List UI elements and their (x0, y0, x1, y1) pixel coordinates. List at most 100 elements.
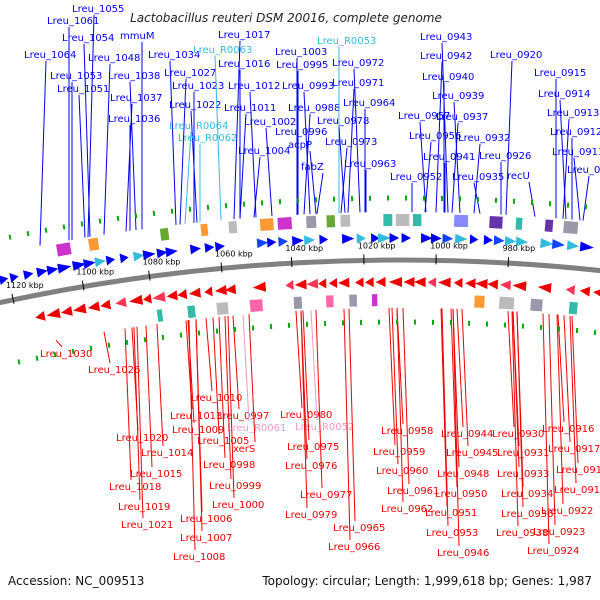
gene-label: Lreu_1038 (108, 71, 160, 82)
feature-box (494, 197, 498, 203)
label-leader-line (435, 61, 443, 213)
feature-box (359, 319, 363, 325)
feature-layer (0, 195, 600, 365)
label-leader-line (129, 81, 137, 230)
feature-box (125, 339, 129, 346)
forward-gene-arrow (341, 233, 355, 244)
reverse-gene-arrow (500, 280, 511, 291)
gene-label: Lreu_0924 (527, 546, 579, 557)
reverse-gene-arrow (403, 277, 415, 288)
scale-tick-label: 1080 kbp (143, 258, 181, 267)
feature-box (395, 319, 399, 325)
feature-box (489, 216, 503, 229)
reverse-gene-arrow (593, 289, 600, 297)
gene-label: Lreu_0977 (300, 490, 352, 501)
reverse-gene-arrow (338, 277, 350, 288)
feature-box (216, 301, 229, 315)
reverse-gene-arrow (579, 286, 591, 297)
label-leader-line (218, 316, 226, 459)
label-leader-line (248, 314, 256, 443)
label-leader-line (582, 175, 590, 221)
gene-label: Lreu_1030 (40, 349, 92, 360)
feature-box (228, 220, 238, 234)
forward-gene-arrow (401, 232, 411, 243)
gene-label: Lreu_0934 (501, 489, 553, 500)
gene-label: Lreu_0941 (423, 152, 475, 163)
gene-label: Lreu_1048 (88, 53, 140, 64)
feature-box (557, 326, 561, 332)
label-leader-line (253, 156, 261, 218)
feature-box (305, 321, 309, 327)
label-leader-line (441, 42, 449, 213)
forward-gene-arrow (442, 233, 454, 244)
feature-box (332, 196, 336, 202)
reverse-gene-arrow (294, 279, 307, 290)
forward-gene-arrow (389, 233, 400, 244)
label-leader-line (227, 315, 235, 499)
label-leader-line (190, 110, 198, 223)
gene-label: Lreu_R0061 (227, 423, 286, 434)
reverse-gene-arrow (72, 303, 87, 314)
feature-box (159, 227, 170, 241)
gene-label: Lreu_0998 (203, 460, 255, 471)
feature-box (143, 337, 147, 343)
forward-gene-arrow (82, 259, 96, 270)
gene-label: Lreu_0966 (328, 542, 380, 553)
label-leader-line (424, 141, 432, 213)
gene-label: xerS (233, 444, 255, 455)
feature-box (44, 227, 48, 233)
reverse-gene-arrow (388, 276, 403, 287)
gene-label: Lreu_0964 (343, 98, 395, 109)
label-leader-line (512, 311, 520, 468)
label-leader-line (450, 308, 458, 488)
feature-box (287, 322, 291, 328)
feature-box (260, 200, 264, 206)
label-leader-line (103, 331, 111, 364)
label-leader-line (569, 315, 577, 484)
reverse-gene-arrow (487, 279, 499, 290)
gene-label: Lreu_0956 (409, 131, 461, 142)
feature-box (566, 202, 570, 208)
gene-label: Lreu_0919 (554, 485, 600, 496)
label-leader-line (542, 313, 550, 545)
gene-label: Lreu_0939 (432, 91, 484, 102)
label-leader-line (184, 131, 192, 224)
feature-box (404, 195, 408, 201)
gene-label: Lreu_0915 (534, 68, 586, 79)
gene-label: Lreu_0943 (420, 32, 472, 43)
label-leader-line (505, 60, 513, 215)
gene-label: Lreu_1012 (228, 81, 280, 92)
gene-label: Lreu_0953 (426, 528, 478, 539)
reverse-gene-arrow (129, 294, 144, 305)
feature-box (80, 221, 84, 227)
forward-gene-arrow (515, 236, 529, 247)
gene-label: Lreu_0976 (285, 461, 337, 472)
gene-label: Lreu_0988 (288, 103, 340, 114)
feature-box (188, 206, 192, 212)
feature-box (156, 309, 164, 322)
feature-box (563, 220, 579, 235)
gene-label: Lreu_0933 (497, 469, 549, 480)
gene-label: Lreu_0948 (437, 469, 489, 480)
gene-label: Lreu_0961 (387, 486, 439, 497)
gene-label: Lreu_0959 (373, 447, 425, 458)
gene-label: Lreu_0996 (275, 127, 327, 138)
gene-label: Lreu_0952 (390, 172, 442, 183)
feature-box (325, 295, 334, 308)
label-leader-line (528, 181, 536, 217)
feature-box (431, 319, 435, 325)
gene-label: Lreu_0962 (381, 504, 433, 515)
reverse-gene-arrow (177, 289, 188, 300)
feature-box (593, 329, 597, 335)
forward-gene-arrow (420, 233, 433, 244)
label-leader-line (347, 88, 355, 213)
gene-label: Lreu_0917 (548, 444, 600, 455)
gene-label: Lreu_1002 (244, 117, 296, 128)
forward-gene-arrow (504, 235, 517, 246)
gene-label: mmuM (120, 31, 154, 42)
feature-box (17, 359, 21, 365)
label-leader-line (303, 91, 311, 215)
label-leader-line (316, 172, 324, 214)
reverse-gene-arrow (152, 291, 166, 302)
